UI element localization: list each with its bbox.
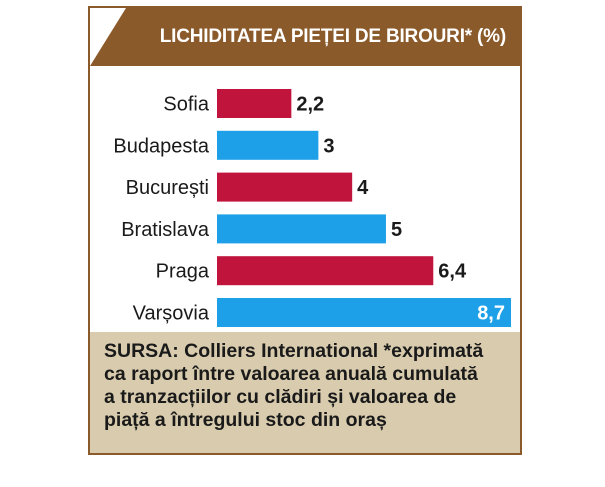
category-label-sofia: Sofia [163, 94, 209, 116]
bar-bratislava [217, 214, 386, 244]
category-label-bratislava: Bratislava [121, 219, 210, 241]
value-label-bratislava: 5 [391, 219, 402, 241]
bar-praga [217, 256, 434, 286]
chart-title: LICHIDITATEA PIEȚEI DE BIROURI* (%) [159, 26, 506, 47]
bar-budapesta [217, 130, 319, 160]
bar-chart: Sofia 2,2 Budapesta 3 București 4 Bratislava 5 P… [113, 89, 511, 327]
source-note: SURSA: Colliers International *exprimată… [90, 332, 520, 453]
value-label-budapesta: 3 [323, 135, 334, 157]
source-line-3: a tranzacțiilor cu clădiri și valoarea d… [104, 386, 457, 408]
category-label-praga: Praga [156, 261, 210, 283]
bar-varsovia [217, 298, 511, 327]
source-line-1: SURSA: Colliers International *exprimată [104, 340, 484, 362]
bar-sofia [217, 89, 292, 118]
source-line-4: piață a întregului stoc din oraș [104, 409, 387, 431]
value-label-sofia: 2,2 [296, 94, 324, 116]
source-line-2: ca raport între valoarea anuală cumulată [104, 363, 478, 385]
value-label-varsovia: 8,7 [477, 303, 505, 325]
value-label-praga: 6,4 [438, 261, 467, 283]
category-label-bucuresti: București [126, 177, 209, 199]
category-label-varsovia: Varșovia [133, 303, 210, 325]
chart-container: LICHIDITATEA PIEȚEI DE BIROURI* (%) Sofi… [88, 6, 522, 455]
value-label-bucuresti: 4 [357, 177, 369, 199]
category-label-budapesta: Budapesta [113, 135, 210, 157]
title-notch-decoration [90, 8, 126, 66]
bar-bucuresti [217, 172, 353, 202]
title-bar: LICHIDITATEA PIEȚEI DE BIROURI* (%) [90, 8, 520, 66]
